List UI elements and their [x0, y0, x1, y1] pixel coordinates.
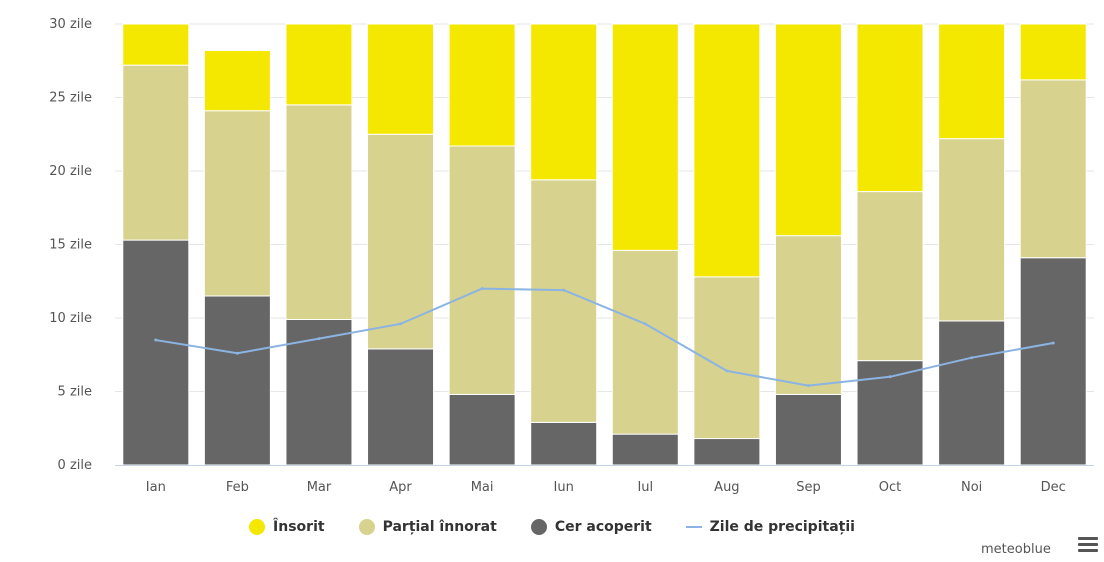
precipitation-line[interactable]	[155, 287, 1054, 387]
bar-segment[interactable]	[611, 249, 679, 435]
legend-marker-zile-precipitatii	[685, 526, 702, 528]
y-tick-label: 20 zile	[49, 164, 92, 179]
precipitation-point[interactable]	[888, 375, 892, 379]
bar-segment[interactable]	[203, 295, 271, 466]
x-tick-label: Sep	[796, 480, 821, 495]
bar-segment[interactable]	[448, 393, 516, 466]
precipitation-point[interactable]	[399, 322, 403, 326]
precipitation-point[interactable]	[154, 338, 158, 342]
x-tick-label: Oct	[879, 480, 901, 495]
bar-segment[interactable]	[448, 145, 516, 395]
bar-segment[interactable]	[1019, 257, 1087, 466]
x-tick-label: Mar	[307, 480, 332, 495]
bar-segment[interactable]	[367, 23, 435, 135]
bar-segment[interactable]	[285, 104, 353, 320]
bar-segment[interactable]	[122, 23, 190, 66]
legend-item-cer-acoperit[interactable]: Cer acoperit	[530, 519, 652, 535]
bar-segment[interactable]	[530, 179, 598, 423]
bar-segment[interactable]	[367, 348, 435, 466]
bar-segment[interactable]	[203, 49, 271, 112]
x-tick-label: Apr	[389, 480, 412, 495]
y-tick-label: 5 zile	[58, 385, 92, 400]
precipitation-point[interactable]	[480, 287, 484, 291]
precipitation-point[interactable]	[970, 356, 974, 360]
precipitation-point[interactable]	[806, 384, 810, 388]
legend-label-insorit: Însorit	[273, 519, 325, 535]
bar-segment[interactable]	[530, 421, 598, 466]
bar-segment[interactable]	[122, 64, 190, 241]
bar-segment[interactable]	[285, 318, 353, 466]
y-tick-label: 30 zile	[49, 17, 92, 32]
credit-label[interactable]: meteoblue	[981, 542, 1051, 557]
precipitation-point[interactable]	[562, 288, 566, 292]
hamburger-menu-icon[interactable]	[1078, 537, 1098, 555]
bar-segment[interactable]	[448, 23, 516, 147]
precipitation-point[interactable]	[235, 351, 239, 355]
x-tick-label: Iul	[637, 480, 653, 495]
legend-item-insorit[interactable]: Însorit	[249, 519, 325, 535]
bar-segment[interactable]	[774, 235, 842, 395]
legend-marker-cer-acoperit	[530, 519, 547, 535]
bar-segment[interactable]	[285, 23, 353, 106]
bar-segment[interactable]	[938, 23, 1006, 140]
x-tick-label: Feb	[226, 480, 249, 495]
legend-label-zile-precipitatii: Zile de precipitații	[709, 519, 855, 535]
bar-segment[interactable]	[122, 239, 190, 466]
x-tick-label: Dec	[1041, 480, 1066, 495]
legend-item-partial-innorat[interactable]: Parțial înnorat	[358, 519, 497, 535]
precipitation-point[interactable]	[1051, 341, 1055, 345]
precipitation-point[interactable]	[643, 322, 647, 326]
bar-segment[interactable]	[774, 393, 842, 466]
precipitation-point[interactable]	[317, 337, 321, 341]
x-tick-label: Mai	[471, 480, 494, 495]
bar-segment[interactable]	[693, 438, 761, 466]
bar-segment[interactable]	[367, 133, 435, 350]
x-tick-label: Iun	[554, 480, 574, 495]
legend-marker-insorit	[249, 519, 266, 535]
bar-segment[interactable]	[856, 191, 924, 362]
y-tick-label: 0 zile	[58, 458, 92, 473]
y-tick-label: 15 zile	[49, 238, 92, 253]
precipitation-point[interactable]	[725, 369, 729, 373]
bar-segment[interactable]	[693, 23, 761, 278]
x-tick-label: Ian	[146, 480, 166, 495]
bar-segment[interactable]	[1019, 79, 1087, 259]
chart-legend: Însorit Parțial înnorat Cer acoperit Zil…	[0, 519, 1104, 535]
bar-segment[interactable]	[938, 138, 1006, 322]
x-tick-label: Aug	[714, 480, 739, 495]
x-tick-label: Noi	[961, 480, 982, 495]
y-tick-label: 25 zile	[49, 91, 92, 106]
bar-segment[interactable]	[938, 320, 1006, 466]
bar-segment[interactable]	[611, 433, 679, 466]
legend-label-cer-acoperit: Cer acoperit	[554, 519, 652, 535]
y-tick-label: 10 zile	[49, 311, 92, 326]
bar-segment[interactable]	[203, 110, 271, 297]
legend-marker-partial-innorat	[358, 519, 375, 535]
bar-segment[interactable]	[856, 23, 924, 193]
bar-segment[interactable]	[611, 23, 679, 251]
bar-segment[interactable]	[1019, 23, 1087, 81]
legend-item-zile-precipitatii[interactable]: Zile de precipitații	[685, 519, 855, 535]
bar-segment[interactable]	[774, 23, 842, 237]
legend-label-partial-innorat: Parțial înnorat	[382, 519, 497, 535]
bar-segment[interactable]	[530, 23, 598, 181]
